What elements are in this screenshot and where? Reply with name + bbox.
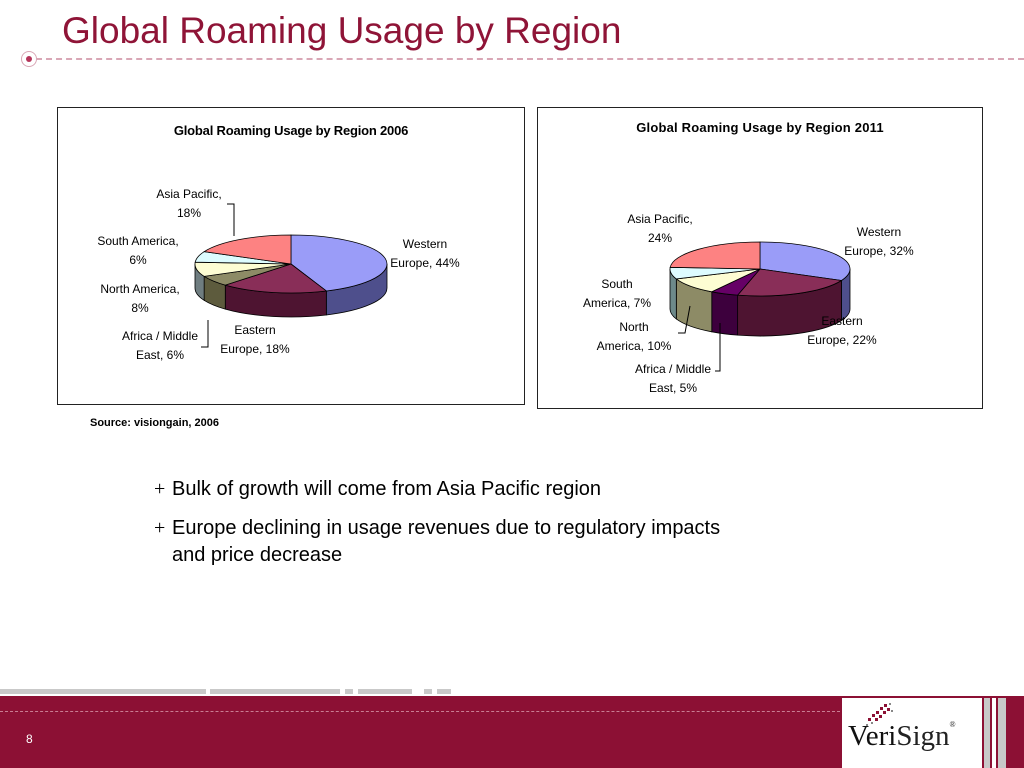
pie-chart-2006: Global Roaming Usage by Region 2006 West… bbox=[57, 107, 525, 405]
pie-data-label-line: Europe, 22% bbox=[807, 333, 877, 347]
pie-data-label: North America, 10% bbox=[597, 320, 672, 353]
plus-icon: + bbox=[154, 478, 166, 500]
footer-strip bbox=[424, 689, 432, 694]
logo-reg: ® bbox=[949, 720, 956, 729]
bullet-item: + Europe declining in usage revenues due… bbox=[154, 515, 754, 569]
bullet-text: Bulk of growth will come from Asia Pacif… bbox=[172, 478, 602, 500]
pie-leader-line bbox=[678, 305, 691, 334]
pie-data-label-line: South America, bbox=[97, 234, 178, 248]
verisign-logo: VeriSign® bbox=[842, 698, 982, 768]
pie-data-label-line: 18% bbox=[177, 206, 201, 220]
title-divider bbox=[36, 58, 1024, 60]
chart-title-2011: Global Roaming Usage by Region 2011 bbox=[636, 120, 884, 135]
footer-strip bbox=[437, 689, 451, 694]
pie-chart-2006-svg: Western Europe, 44% Eastern Europe, 18% Afri… bbox=[97, 187, 460, 362]
pie-data-label-line: North bbox=[619, 320, 648, 334]
pie-data-label-line: Asia Pacific, bbox=[156, 187, 221, 201]
pie-slice bbox=[759, 241, 851, 281]
pie-data-label-line: East, 6% bbox=[136, 348, 184, 362]
pie-data-label: Western Europe, 32% bbox=[844, 225, 914, 258]
pie-data-label-line: America, 7% bbox=[583, 296, 651, 310]
pie-data-label-line: East, 5% bbox=[649, 381, 697, 395]
pie-data-label-line: 24% bbox=[648, 231, 672, 245]
footer-strip bbox=[0, 689, 206, 694]
chart-title-2006: Global Roaming Usage by Region 2006 bbox=[173, 123, 409, 138]
pie-data-label-line: America, 10% bbox=[597, 339, 672, 353]
source-note: Source: visiongain, 2006 bbox=[90, 417, 219, 429]
pie-data-label-line: Europe, 18% bbox=[220, 342, 290, 356]
logo-part1: Veri bbox=[848, 720, 897, 752]
pie-leader-line bbox=[227, 203, 235, 236]
footer-divider bbox=[0, 711, 840, 712]
pie-data-label: Western Europe, 44% bbox=[390, 237, 460, 270]
pie-data-label: Eastern Europe, 18% bbox=[220, 323, 290, 356]
pie-slice bbox=[290, 234, 388, 292]
pie-data-label-line: Eastern bbox=[821, 314, 862, 328]
pie-data-label: Africa / Middle East, 6% bbox=[122, 329, 198, 362]
bullet-list: + Bulk of growth will come from Asia Pac… bbox=[154, 476, 754, 581]
pie-data-label: Asia Pacific, 18% bbox=[156, 187, 221, 220]
plus-icon: + bbox=[154, 517, 166, 539]
logo-wordmark: VeriSign® bbox=[848, 720, 956, 753]
bullet-text: Europe declining in usage revenues due t… bbox=[172, 517, 721, 566]
logo-part2: Sign bbox=[896, 720, 950, 752]
footer-side-stripe bbox=[984, 698, 990, 768]
pie-data-label: Eastern Europe, 22% bbox=[807, 314, 877, 347]
slide-title: Global Roaming Usage by Region bbox=[62, 10, 622, 51]
pie-data-label: North America, 8% bbox=[100, 282, 179, 315]
pie-data-label-line: Europe, 32% bbox=[844, 244, 914, 258]
bullet-dot-icon bbox=[21, 51, 37, 67]
pie-data-label-line: Africa / Middle bbox=[122, 329, 198, 343]
pie-slice bbox=[223, 263, 328, 294]
bullet-item: + Bulk of growth will come from Asia Pac… bbox=[154, 476, 754, 503]
pie-leader-line bbox=[201, 320, 209, 348]
pie-data-label-line: Western bbox=[403, 237, 447, 251]
footer-side-stripe bbox=[992, 698, 996, 768]
footer-strip bbox=[210, 689, 340, 694]
pie-data-label: Africa / Middle East, 5% bbox=[635, 362, 711, 395]
pie-data-label: Asia Pacific, 24% bbox=[627, 212, 692, 245]
footer-side-stripe bbox=[998, 698, 1006, 768]
pie-data-label-line: Europe, 44% bbox=[390, 256, 460, 270]
pie-slice bbox=[203, 234, 292, 265]
pie-data-label-line: Eastern bbox=[234, 323, 275, 337]
pie-data-label-line: Western bbox=[857, 225, 901, 239]
pie-slice bbox=[669, 241, 761, 270]
footer-strip bbox=[358, 689, 412, 694]
pie-data-label-line: 6% bbox=[129, 253, 147, 267]
pie-chart-2011-svg: Western Europe, 32% Eastern Europe, 22% Afri… bbox=[583, 212, 914, 395]
pie-data-label-line: 8% bbox=[131, 301, 149, 315]
pie-slice-side bbox=[711, 291, 739, 336]
pie-data-label-line: Asia Pacific, bbox=[627, 212, 692, 226]
pie-leader-line bbox=[715, 323, 721, 372]
pie-data-label: South America, 6% bbox=[97, 234, 178, 267]
pie-data-label-line: North America, bbox=[100, 282, 179, 296]
pie-chart-2011: Global Roaming Usage by Region 2011 West… bbox=[537, 107, 983, 409]
logo-check-icon bbox=[866, 703, 893, 726]
pie-data-label: South America, 7% bbox=[583, 277, 651, 310]
pie-slice bbox=[736, 268, 843, 297]
footer-strip bbox=[345, 689, 353, 694]
pie-data-label-line: Africa / Middle bbox=[635, 362, 711, 376]
page-number: 8 bbox=[26, 732, 33, 746]
pie-data-label-line: South bbox=[601, 277, 632, 291]
